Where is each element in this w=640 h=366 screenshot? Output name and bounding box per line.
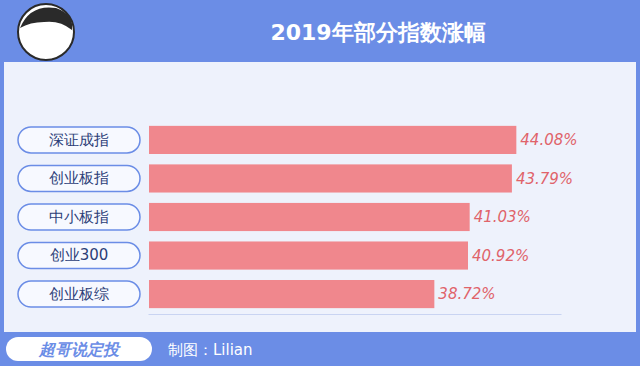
avatar-face bbox=[18, 4, 74, 60]
title: 2019年部分指数涨幅 bbox=[270, 20, 485, 45]
y-tick: 深证成指 bbox=[49, 131, 148, 149]
y-tick: 中小板指 bbox=[49, 208, 148, 226]
data-label: 41.03% bbox=[474, 208, 531, 226]
category-pill bbox=[18, 127, 140, 153]
bar bbox=[148, 203, 470, 231]
y-tick-label: 创业300 bbox=[50, 246, 109, 264]
y-tick: 创业板综 bbox=[49, 285, 148, 303]
y-tick-label: 中小板指 bbox=[49, 208, 109, 226]
y-axis: 深证成指创业板指中小板指创业300 创业板综 bbox=[49, 123, 149, 313]
bar bbox=[148, 164, 512, 192]
frame bbox=[0, 0, 640, 366]
category-pills bbox=[18, 127, 140, 307]
bar bbox=[148, 241, 468, 269]
data-label: 40.92% bbox=[472, 247, 529, 265]
bars bbox=[148, 126, 516, 308]
y-tick: 创业300 bbox=[50, 246, 148, 264]
y-tick-label: 创业板综 bbox=[49, 285, 109, 303]
y-axis-line bbox=[148, 123, 149, 313]
data-label: 43.79% bbox=[516, 170, 573, 188]
data-labels: 44.08% 43.79% 41.03% 40.92% 38.72% bbox=[438, 131, 577, 303]
x-axis bbox=[149, 314, 562, 315]
avatar-hair bbox=[20, 7, 72, 30]
y-tick-label: 深证成指 bbox=[49, 131, 109, 149]
avatar bbox=[18, 4, 74, 60]
panel bbox=[4, 62, 636, 332]
bar bbox=[148, 126, 516, 154]
category-pill bbox=[18, 165, 140, 191]
category-pill bbox=[18, 204, 140, 230]
y-tick-label: 创业板指 bbox=[49, 169, 109, 187]
category-pill bbox=[18, 281, 140, 307]
bar bbox=[148, 280, 434, 308]
footer-tab bbox=[6, 337, 152, 361]
data-label: 38.72% bbox=[438, 285, 495, 303]
chart: 2019年部分指数涨幅 44.08% 43.79% 41.03% 40.92% 38.72… bbox=[0, 0, 640, 366]
y-tick: 创业板指 bbox=[49, 169, 148, 187]
data-label: 44.08% bbox=[520, 131, 577, 149]
footer-credit: 制图：Lilian bbox=[168, 341, 253, 359]
x-axis-line bbox=[149, 314, 562, 315]
category-pill bbox=[18, 243, 140, 269]
footer-brand: 超哥说定投 bbox=[38, 340, 121, 359]
